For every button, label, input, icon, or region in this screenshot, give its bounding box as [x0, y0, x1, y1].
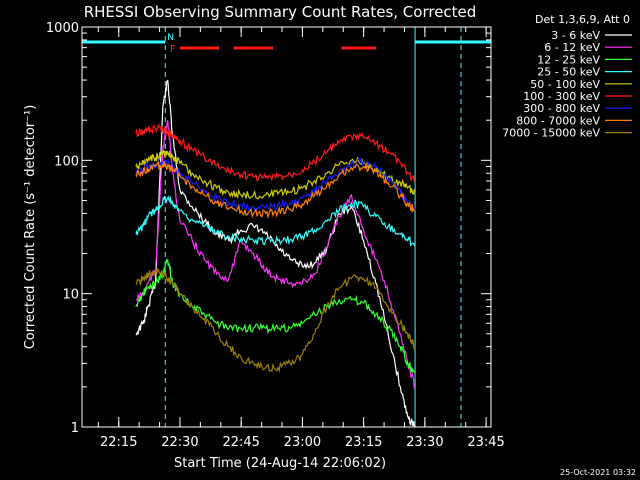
x-tick-labels: 22:15 22:30 22:45 23:00 23:15 23:30 23:45 — [100, 435, 505, 450]
y-axis-label: Corrected Count Rate (s⁻¹ detector⁻¹) — [23, 105, 38, 350]
legend-label-7: 800 - 7000 keV — [516, 114, 600, 127]
y-tick-label: 1000 — [46, 21, 79, 36]
series-line-5 — [135, 123, 416, 183]
orbit-markers: FN — [82, 27, 491, 427]
plot-axes — [81, 26, 492, 428]
chart-title: RHESSI Observing Summary Count Rates, Co… — [84, 3, 477, 21]
flare-marker-label: F — [170, 44, 176, 55]
plot-frame — [81, 26, 492, 428]
legend-label-2: 12 - 25 keV — [537, 53, 600, 66]
y-tick-label: 1 — [71, 421, 79, 436]
x-tick-label: 22:30 — [161, 435, 198, 450]
series-line-2 — [135, 258, 416, 375]
series-line-0 — [135, 79, 416, 428]
series-line-1 — [135, 120, 416, 390]
x-tick-label: 23:45 — [467, 435, 504, 450]
legend-label-8: 7000 - 15000 keV — [502, 127, 600, 140]
x-tick-label: 23:30 — [406, 435, 443, 450]
x-tick-label: 22:45 — [222, 435, 259, 450]
x-tick-label: 23:00 — [284, 435, 321, 450]
series-line-6 — [135, 157, 416, 212]
legend-label-6: 300 - 800 keV — [523, 102, 600, 115]
x-tick-label: 23:15 — [345, 435, 382, 450]
series-line-3 — [135, 194, 416, 247]
night-marker-label: N — [167, 33, 174, 43]
y-tick-label: 10 — [62, 288, 79, 303]
series-line-8 — [135, 268, 416, 374]
legend-label-5: 100 - 300 keV — [523, 90, 600, 103]
legend-title: Det 1,3,6,9, Att 0 — [535, 13, 630, 26]
x-axis-label: Start Time (24-Aug-14 22:06:02) — [174, 456, 386, 471]
series-lines — [135, 79, 416, 428]
legend-label-4: 50 - 100 keV — [530, 78, 600, 91]
y-tick-labels: 1 10 100 1000 — [46, 21, 79, 436]
series-line-7 — [135, 160, 416, 220]
legend-label-1: 6 - 12 keV — [544, 41, 600, 54]
legend-label-3: 25 - 50 keV — [537, 66, 600, 79]
y-tick-label: 100 — [54, 154, 79, 169]
legend-label-0: 3 - 6 keV — [551, 29, 600, 42]
footer-timestamp: 25-Oct-2021 03:32 — [560, 468, 636, 477]
x-tick-label: 22:15 — [100, 435, 137, 450]
